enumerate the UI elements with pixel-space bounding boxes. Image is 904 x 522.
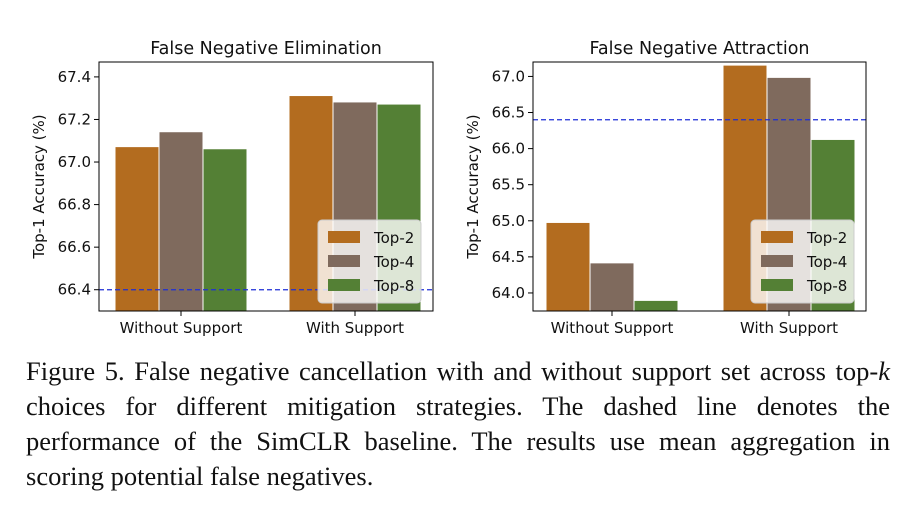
bar-without-support-top-8	[203, 149, 247, 311]
y-tick-label: 66.8	[58, 196, 91, 214]
legend-swatch-top-4	[328, 255, 360, 267]
y-tick-label: 66.6	[58, 238, 91, 256]
bar-without-support-top-2	[546, 222, 590, 311]
legend: Top-2 Top-4 Top-8	[317, 219, 422, 304]
bar-without-support-top-8	[634, 300, 678, 311]
bar-without-support-top-2	[115, 147, 159, 311]
legend: Top-2 Top-4 Top-8	[750, 219, 855, 304]
legend-swatch-top-8	[761, 279, 793, 291]
legend-swatch-top-4	[761, 255, 793, 267]
x-tick-label-with-support: With Support	[740, 319, 838, 337]
legend-label-top-4: Top-4	[373, 253, 414, 271]
legend-label-top-2: Top-2	[806, 229, 847, 247]
chart-false-negative-elimination: False Negative Elimination Top-1 Accuracy…	[30, 39, 434, 337]
figure-caption: Figure 5. False negative cancellation wi…	[26, 354, 890, 494]
legend-swatch-top-8	[328, 279, 360, 291]
legend-label-top-8: Top-8	[806, 277, 847, 295]
x-tick-label-without-support: Without Support	[551, 319, 674, 337]
y-axis-label: Top-1 Accuracy (%)	[30, 114, 48, 259]
y-tick-label: 67.2	[58, 110, 91, 128]
y-tick-label: 67.0	[492, 67, 525, 85]
y-tick-label: 66.4	[58, 281, 91, 299]
legend-swatch-top-2	[761, 231, 793, 243]
legend-label-top-8: Top-8	[373, 277, 414, 295]
y-tick-label: 65.5	[492, 176, 525, 194]
legend-label-top-4: Top-4	[806, 253, 847, 271]
chart-false-negative-attraction: False Negative Attraction Top-1 Accuracy …	[464, 39, 867, 337]
y-axis-label: Top-1 Accuracy (%)	[464, 114, 482, 259]
legend-label-top-2: Top-2	[373, 229, 414, 247]
caption-italic-k: k	[878, 356, 890, 386]
axes-frame	[98, 61, 434, 312]
y-tick-label: 67.4	[58, 68, 91, 86]
y-tick-label: 64.0	[492, 284, 525, 302]
x-tick-label-without-support: Without Support	[120, 319, 243, 337]
caption-prefix: Figure 5. False negative cancellation wi…	[26, 356, 879, 386]
y-tick-label: 67.0	[58, 153, 91, 171]
y-tick-label: 65.0	[492, 212, 525, 230]
chart-title: False Negative Elimination	[150, 39, 382, 59]
figure: False Negative Elimination Top-1 Accuracy…	[30, 39, 867, 337]
axes-frame	[532, 61, 867, 312]
y-tick-label: 66.0	[492, 140, 525, 158]
y-tick-label: 64.5	[492, 248, 525, 266]
bar-without-support-top-4	[159, 132, 203, 311]
bar-without-support-top-4	[590, 263, 634, 311]
chart-title: False Negative Attraction	[589, 39, 809, 59]
legend-swatch-top-2	[328, 231, 360, 243]
y-tick-label: 66.5	[492, 104, 525, 122]
caption-suffix: choices for different mitigation strateg…	[26, 391, 890, 491]
x-tick-label-with-support: With Support	[306, 319, 404, 337]
